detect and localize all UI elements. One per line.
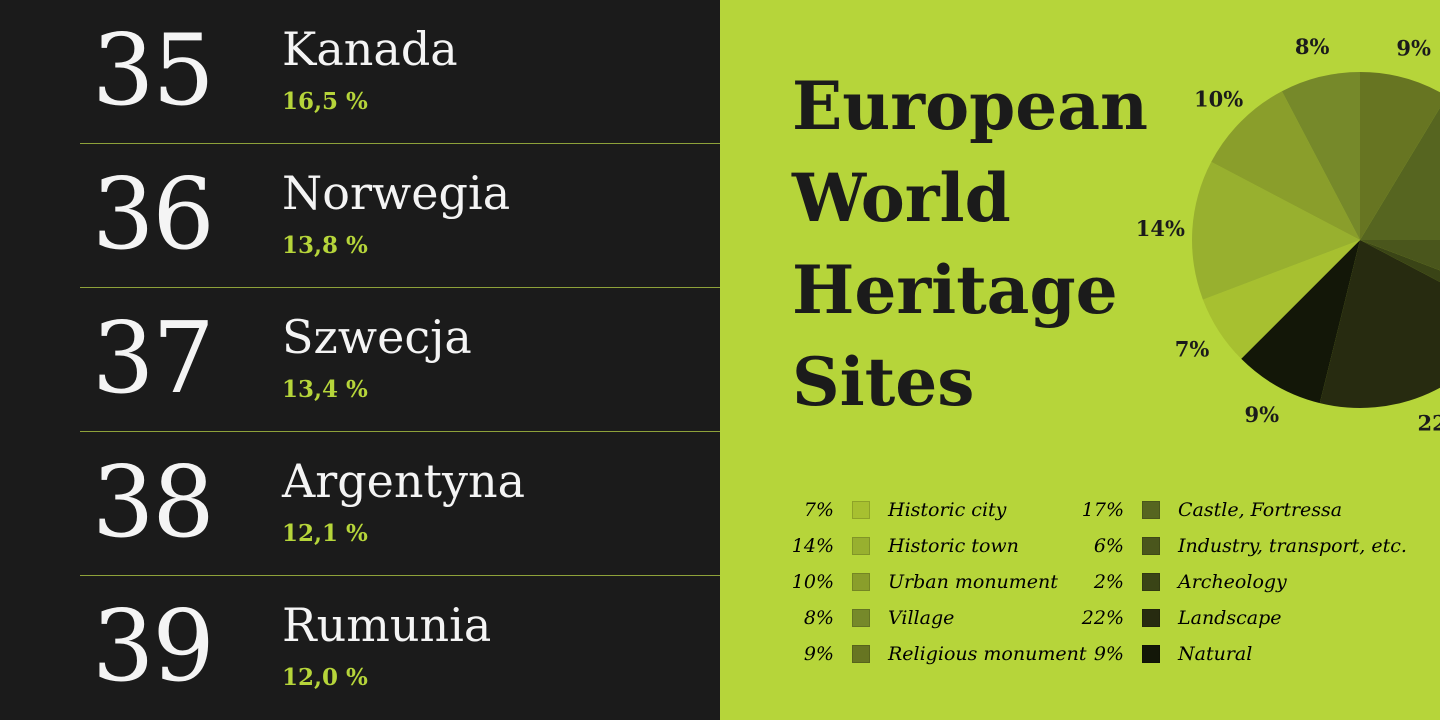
legend-label: Religious monument xyxy=(888,643,1087,665)
legend-item: 22% Landscape xyxy=(1078,600,1282,636)
slice-label: 22% xyxy=(1417,410,1440,435)
pie-chart: 9%17%6%2%22%9%7%14%10%8% xyxy=(1136,34,1440,435)
legend-percent: 2% xyxy=(1093,571,1124,593)
legend-swatch xyxy=(852,501,870,519)
legend-label: Village xyxy=(888,607,955,629)
title-line: World xyxy=(792,159,1011,237)
legend-label: Natural xyxy=(1178,643,1253,665)
legend-label: Archeology xyxy=(1178,571,1287,593)
legend-percent: 7% xyxy=(803,499,834,521)
rank-number: 39 xyxy=(92,590,215,704)
legend-percent: 10% xyxy=(791,571,834,593)
country-percent: 12,1 % xyxy=(282,520,368,547)
pie-slice xyxy=(1319,240,1440,408)
slice-label: 9% xyxy=(1396,35,1431,60)
country-percent: 13,4 % xyxy=(282,376,368,403)
country-name: Argentyna xyxy=(282,454,526,508)
ranking-row: 35 Kanada 16,5 % xyxy=(80,0,720,144)
title-line: European xyxy=(792,67,1148,145)
title-line: Sites xyxy=(792,343,975,421)
legend-item: 17% Castle, Fortressa xyxy=(1078,492,1342,528)
pie-slice xyxy=(1192,161,1360,300)
rank-number: 36 xyxy=(92,158,215,272)
legend-percent: 8% xyxy=(803,607,834,629)
pie-slice xyxy=(1281,72,1360,240)
country-name: Norwegia xyxy=(282,166,511,220)
rankings-panel: 35 Kanada 16,5 % 36 Norwegia 13,8 % 37 Szw… xyxy=(0,0,720,720)
pie-slice xyxy=(1360,107,1440,240)
country-name: Szwecja xyxy=(282,310,472,364)
legend-item: 2% Archeology xyxy=(1078,564,1287,600)
title-line: Heritage xyxy=(792,251,1118,329)
slice-label: 9% xyxy=(1244,402,1279,427)
legend-item: 8% Village xyxy=(788,600,955,636)
country-percent: 12,0 % xyxy=(282,664,368,691)
slice-label: 10% xyxy=(1194,87,1243,112)
legend-percent: 17% xyxy=(1081,499,1124,521)
ranking-row: 39 Rumunia 12,0 % xyxy=(80,576,720,720)
legend-swatch xyxy=(852,645,870,663)
legend-swatch xyxy=(1142,645,1160,663)
legend-percent: 9% xyxy=(803,643,834,665)
legend-label: Urban monument xyxy=(888,571,1058,593)
ranking-row: 37 Szwecja 13,4 % xyxy=(80,288,720,432)
country-name: Rumunia xyxy=(282,598,492,652)
rank-number: 35 xyxy=(92,14,215,128)
chart-panel: European World Heritage Sites 9%17%6%2%2… xyxy=(720,0,1440,720)
legend-swatch xyxy=(1142,609,1160,627)
legend-item: 9% Religious monument xyxy=(788,636,1087,672)
legend-item: 7% Historic city xyxy=(788,492,1007,528)
legend-swatch xyxy=(1142,501,1160,519)
pie-slice xyxy=(1360,240,1440,282)
legend-percent: 6% xyxy=(1093,535,1124,557)
pie-slice xyxy=(1241,240,1360,404)
legend-item: 9% Natural xyxy=(1078,636,1252,672)
chart-title: European World Heritage Sites xyxy=(792,60,1152,428)
legend-swatch xyxy=(852,609,870,627)
legend-label: Castle, Fortressa xyxy=(1178,499,1343,521)
legend-item: 6% Industry, transport, etc. xyxy=(1078,528,1407,564)
pie-slice xyxy=(1360,240,1440,271)
legend-swatch xyxy=(852,573,870,591)
legend-percent: 9% xyxy=(1093,643,1124,665)
legend-percent: 22% xyxy=(1081,607,1124,629)
pie-slice xyxy=(1360,72,1440,240)
legend-swatch xyxy=(1142,573,1160,591)
legend-label: Industry, transport, etc. xyxy=(1178,535,1407,557)
country-percent: 13,8 % xyxy=(282,232,368,259)
slice-label: 8% xyxy=(1295,34,1330,59)
legend-percent: 14% xyxy=(791,535,834,557)
rank-number: 38 xyxy=(92,446,215,560)
country-name: Kanada xyxy=(282,22,458,76)
slice-label: 7% xyxy=(1175,337,1210,362)
legend-item: 14% Historic town xyxy=(788,528,1019,564)
pie-slice xyxy=(1202,240,1360,359)
legend-swatch xyxy=(1142,537,1160,555)
legend-item: 10% Urban monument xyxy=(788,564,1058,600)
legend-swatch xyxy=(852,537,870,555)
ranking-row: 38 Argentyna 12,1 % xyxy=(80,432,720,576)
ranking-row: 36 Norwegia 13,8 % xyxy=(80,144,720,288)
country-percent: 16,5 % xyxy=(282,88,368,115)
rank-number: 37 xyxy=(92,302,215,416)
legend-label: Historic city xyxy=(888,499,1007,521)
legend-label: Landscape xyxy=(1178,607,1282,629)
pie-slice xyxy=(1211,91,1360,241)
slice-label: 14% xyxy=(1136,216,1185,241)
legend-label: Historic town xyxy=(888,535,1019,557)
